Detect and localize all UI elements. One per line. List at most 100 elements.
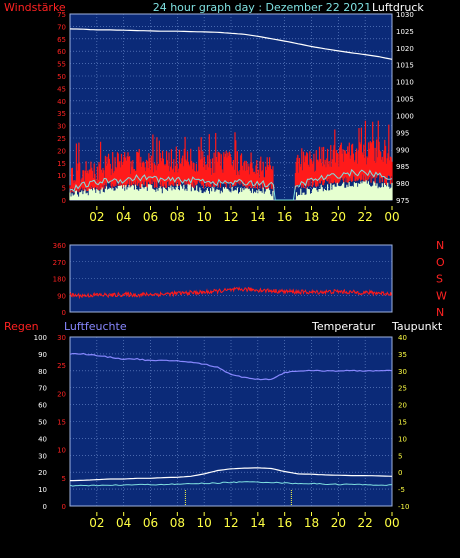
wind-axis-y-tick-label: 15: [57, 160, 66, 168]
humidity-axis-y-tick-label: 40: [38, 435, 47, 443]
wind-axis-y-tick-label: 60: [57, 48, 66, 56]
wind-axis-y-tick-label: 75: [57, 11, 66, 19]
humidity-axis-y-tick-label: 90: [38, 351, 47, 359]
direction-compass-label: W: [436, 289, 447, 302]
temperature-axis-y-tick-label: -10: [398, 503, 409, 511]
temperature-axis-y-tick-label: 30: [398, 368, 407, 376]
direction-panel-background: [69, 244, 393, 313]
humidity-panel-x-tick-label: 12: [223, 516, 238, 530]
pressure-axis-y-tick-label: 980: [396, 180, 409, 188]
pressure-axis-y-tick-label: 1015: [396, 62, 414, 70]
wind-panel-x-tick-label: 04: [116, 210, 131, 224]
direction-axis-y-tick-label: 270: [53, 259, 66, 267]
humidity-axis-y-tick-label: 10: [38, 486, 47, 494]
temperature-line: [70, 467, 393, 482]
wind-axis-y-tick-label: 25: [57, 135, 66, 143]
direction-axis-y-tick-label: 0: [62, 309, 66, 317]
rain-axis-y-tick-label: 10: [57, 447, 66, 455]
windstaerke-label: Windstärke: [4, 1, 66, 14]
humidity-line: [69, 352, 393, 381]
temperature-axis-y-tick-label: -5: [398, 486, 405, 494]
rain-axis-y-tick-label: 30: [57, 334, 66, 342]
temperature-axis-y-tick-label: 35: [398, 351, 407, 359]
humidity-panel-x-tick-label: 18: [304, 516, 319, 530]
wind-average-line: [69, 168, 393, 201]
direction-compass-label: N: [436, 306, 444, 319]
pressure-axis-y-tick-label: 1005: [396, 96, 414, 104]
wind-panel-x-tick-label: 10: [197, 210, 212, 224]
wind-panel-x-tick-label: 06: [143, 210, 158, 224]
wind-panel-x-tick-label: 08: [170, 210, 185, 224]
humidity-panel-x-tick-label: 20: [331, 516, 346, 530]
wind-axis-y-tick-label: 0: [62, 197, 66, 205]
temperature-axis-y-tick-label: 5: [398, 452, 402, 460]
direction-axis-y-tick-label: 90: [57, 292, 66, 300]
wind-axis-y-tick-label: 45: [57, 85, 66, 93]
taupunkt-label: Taupunkt: [391, 320, 443, 333]
direction-axis-y-tick-label: 180: [53, 276, 66, 284]
humidity-axis-y-tick-label: 20: [38, 469, 47, 477]
pressure-axis-y-tick-label: 1000: [396, 112, 414, 120]
rain-axis-y-tick-label: 25: [57, 362, 66, 370]
rain-axis-y-tick-label: 15: [57, 419, 66, 427]
wind-minimum-fill: [69, 180, 393, 200]
temperature-axis-y-tick-label: 10: [398, 435, 407, 443]
direction-axis-y-tick-label: 360: [53, 242, 66, 250]
humidity-axis-y-tick-label: 60: [38, 402, 47, 410]
pressure-axis-y-tick-label: 975: [396, 197, 409, 205]
wind-axis-y-tick-label: 50: [57, 73, 66, 81]
wind-axis-y-tick-label: 35: [57, 110, 66, 118]
wind-axis-y-tick-label: 65: [57, 36, 66, 44]
dewpoint-line: [69, 481, 393, 487]
temperatur-label: Temperatur: [311, 320, 376, 333]
pressure-axis-y-tick-label: 995: [396, 129, 409, 137]
pressure-axis-y-tick-label: 985: [396, 163, 409, 171]
temperature-axis-y-tick-label: 0: [398, 469, 402, 477]
direction-compass-label: O: [436, 256, 445, 269]
regen-label: Regen: [4, 320, 39, 333]
chart-title: 24 hour graph day : Dezember 22 2021: [153, 1, 372, 14]
wind-axis-y-tick-label: 40: [57, 98, 66, 106]
humidity-panel-x-tick-label: 06: [143, 516, 158, 530]
temperature-axis-y-tick-label: 40: [398, 334, 407, 342]
humidity-axis-y-tick-label: 0: [43, 503, 47, 511]
wind-panel-x-tick-label: 14: [250, 210, 265, 224]
luftdruck-label: Luftdruck: [372, 1, 424, 14]
humidity-panel-x-tick-label: 02: [89, 516, 104, 530]
wind-panel-x-tick-label: 02: [89, 210, 104, 224]
wind-axis-y-tick-label: 70: [57, 23, 66, 31]
humidity-axis-y-tick-label: 70: [38, 385, 47, 393]
temperature-axis-y-tick-label: 20: [398, 402, 407, 410]
humidity-panel-x-tick-label: 14: [250, 516, 265, 530]
wind-axis-y-tick-label: 55: [57, 61, 66, 69]
rain-axis-y-tick-label: 0: [62, 503, 66, 511]
wind-direction-line: [69, 286, 392, 300]
chart-layer: 0510152025303540455055606570759759809859…: [34, 11, 447, 530]
luftfeuchte-label: Luftfeuchte: [64, 320, 127, 333]
wind-panel-x-tick-label: 12: [223, 210, 238, 224]
humidity-axis-y-tick-label: 100: [34, 334, 47, 342]
wind-axis-y-tick-label: 20: [57, 147, 66, 155]
humidity-panel-x-tick-label: 22: [358, 516, 373, 530]
pressure-axis-y-tick-label: 1020: [396, 45, 414, 53]
pressure-axis-y-tick-label: 1025: [396, 28, 414, 36]
rain-axis-y-tick-label: 20: [57, 390, 66, 398]
humidity-panel-x-tick-label: 04: [116, 516, 131, 530]
wind-axis-y-tick-label: 10: [57, 172, 66, 180]
humidity-axis-y-tick-label: 80: [38, 368, 47, 376]
rain-axis-y-tick-label: 5: [62, 475, 66, 483]
pressure-axis-y-tick-label: 990: [396, 146, 409, 154]
wind-panel-x-tick-label: 00: [384, 210, 399, 224]
humidity-panel-x-tick-label: 10: [197, 516, 212, 530]
wind-axis-y-tick-label: 5: [62, 185, 66, 193]
wind-panel-x-tick-label: 22: [358, 210, 373, 224]
humidity-axis-y-tick-label: 30: [38, 452, 47, 460]
temperature-axis-y-tick-label: 25: [398, 385, 407, 393]
humidity-panel-x-tick-label: 00: [384, 516, 399, 530]
pressure-axis-y-tick-label: 1030: [396, 11, 414, 19]
temperature-axis-y-tick-label: 15: [398, 419, 407, 427]
direction-compass-label: S: [436, 273, 443, 286]
wind-panel-x-tick-label: 16: [277, 210, 292, 224]
wind-axis-y-tick-label: 30: [57, 123, 66, 131]
